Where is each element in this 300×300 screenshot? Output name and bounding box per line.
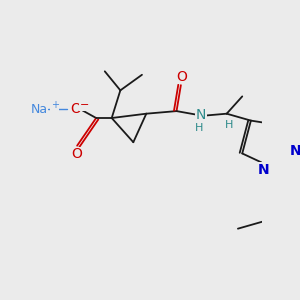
Text: N: N bbox=[290, 144, 300, 158]
Text: N: N bbox=[196, 108, 206, 122]
Text: O: O bbox=[70, 102, 81, 116]
Text: O: O bbox=[72, 147, 83, 161]
Text: O: O bbox=[176, 70, 187, 83]
Text: H: H bbox=[225, 120, 233, 130]
Text: H: H bbox=[195, 122, 203, 133]
Text: Na: Na bbox=[31, 103, 48, 116]
Text: N: N bbox=[258, 163, 270, 177]
Text: +: + bbox=[51, 100, 58, 110]
Text: −: − bbox=[80, 100, 89, 110]
